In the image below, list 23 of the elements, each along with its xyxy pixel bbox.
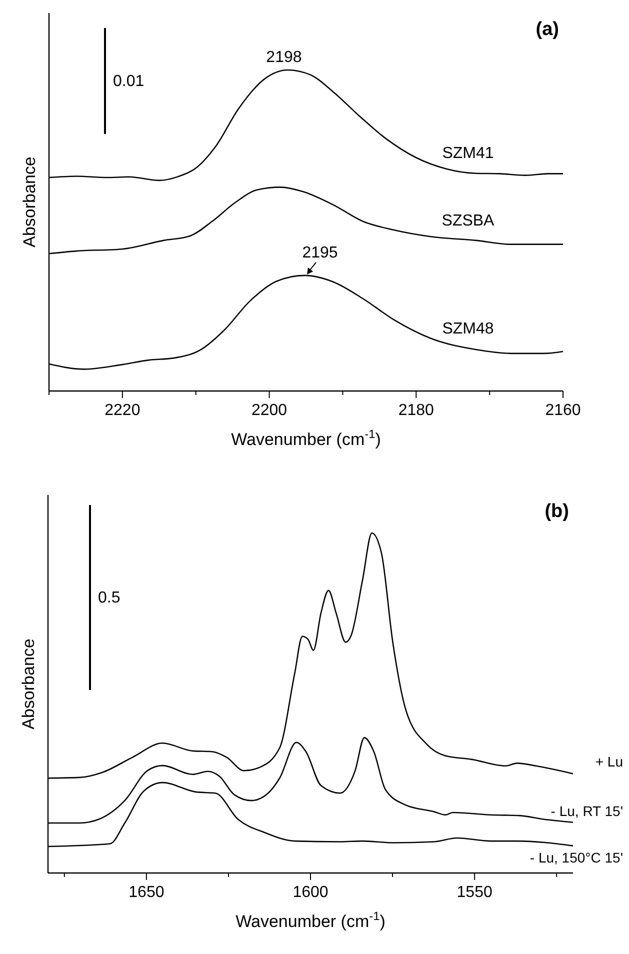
y-axis-title: Absorbance: [20, 156, 39, 248]
y-axis-title: Absorbance: [19, 638, 38, 730]
series-label: SZM41: [442, 145, 494, 162]
annotation: 2198: [266, 49, 302, 66]
series-label: SZM48: [442, 320, 494, 338]
x-axis-title: Wavenumber (cm$^{-1}$): [231, 427, 381, 449]
x-tick-label: 1650: [128, 884, 164, 901]
x-tick-label: 2220: [104, 402, 140, 419]
chart-title: (b): [544, 501, 569, 522]
series-label: + Lu: [595, 754, 623, 770]
series-label: - Lu, RT 15': [550, 802, 623, 819]
x-tick-label: 2160: [545, 402, 581, 419]
x-axis-title: Wavenumber (cm$^{-1}$): [236, 909, 386, 931]
annotation: 2195: [302, 244, 338, 262]
x-tick-label: 2200: [251, 402, 288, 419]
annotation: 0.01: [113, 73, 144, 90]
series-label: SZSBA: [442, 212, 495, 230]
series-label: - Lu, 150°C 15': [530, 849, 623, 866]
x-tick-label: 1550: [456, 884, 492, 901]
x-tick-label: 2180: [398, 402, 434, 419]
x-tick-label: 1600: [292, 884, 328, 901]
annotation: 0.5: [98, 590, 120, 606]
chart-title: (a): [536, 19, 559, 40]
